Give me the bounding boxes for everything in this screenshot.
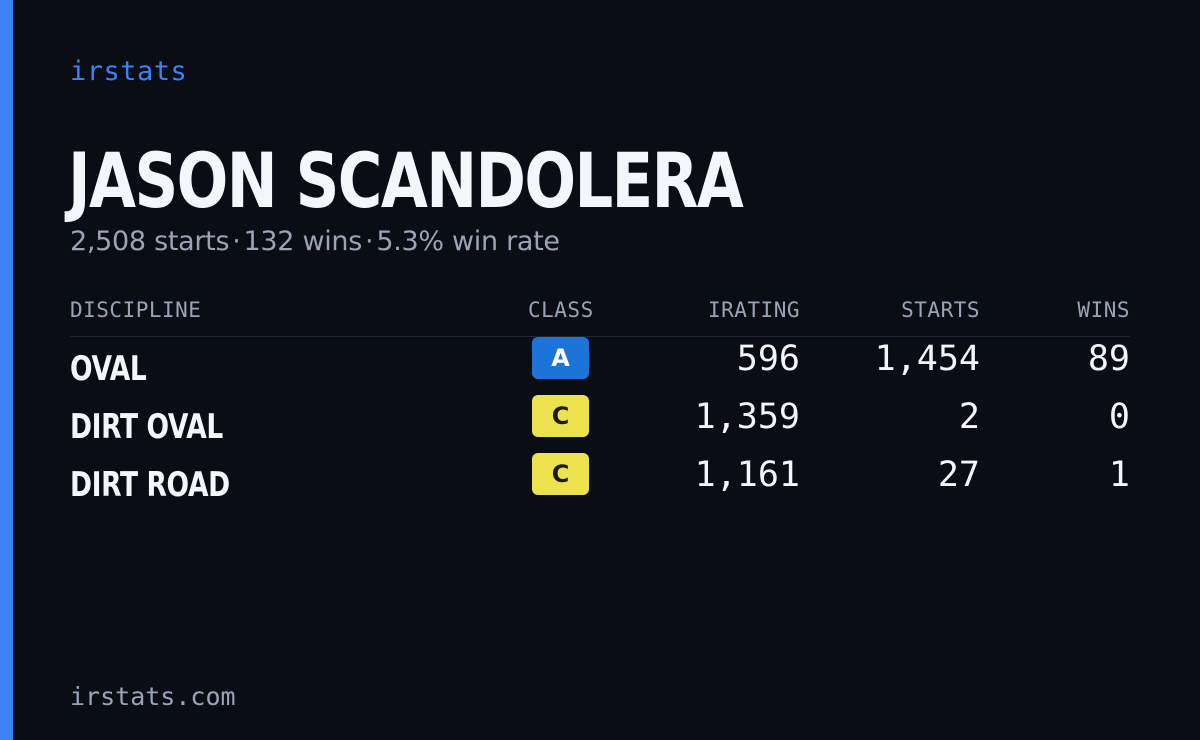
footer-url: irstats.com bbox=[70, 682, 236, 711]
header-class: CLASS bbox=[528, 298, 594, 322]
accent-bar bbox=[0, 0, 13, 740]
brand-logo-text: irstats bbox=[70, 56, 188, 87]
player-name: JASON SCANDOLERA bbox=[68, 136, 744, 225]
irating-value: 596 bbox=[736, 339, 800, 379]
table-row: OVAL A 596 1,454 89 bbox=[70, 337, 1130, 395]
summary-separator: · bbox=[232, 226, 241, 257]
summary-separator: · bbox=[365, 226, 374, 257]
license-class-badge: A bbox=[532, 337, 589, 379]
license-class-badge: C bbox=[532, 453, 589, 495]
irating-value: 1,161 bbox=[694, 455, 800, 495]
license-class-badge: C bbox=[532, 395, 589, 437]
starts-value: 2 bbox=[958, 397, 980, 437]
table-row: DIRT ROAD C 1,161 27 1 bbox=[70, 453, 1130, 511]
starts-value: 1,454 bbox=[874, 339, 980, 379]
header-wins: WINS bbox=[1077, 298, 1130, 322]
discipline-name: OVAL bbox=[70, 349, 147, 389]
table-row: DIRT OVAL C 1,359 2 0 bbox=[70, 395, 1130, 453]
header-starts: STARTS bbox=[901, 298, 980, 322]
starts-value: 27 bbox=[937, 455, 980, 495]
summary-win-rate: 5.3% win rate bbox=[376, 226, 560, 257]
header-discipline: DISCIPLINE bbox=[70, 298, 202, 322]
summary-wins: 132 wins bbox=[243, 226, 363, 257]
wins-value: 1 bbox=[1108, 455, 1130, 495]
discipline-stats-table: DISCIPLINE CLASS IRATING STARTS WINS OVA… bbox=[70, 296, 1130, 511]
discipline-name: DIRT OVAL bbox=[70, 407, 223, 447]
wins-value: 0 bbox=[1108, 397, 1130, 437]
discipline-name: DIRT ROAD bbox=[70, 465, 230, 505]
header-irating: IRATING bbox=[707, 298, 800, 322]
career-summary: 2,508 starts · 132 wins · 5.3% win rate bbox=[70, 226, 560, 257]
table-header: DISCIPLINE CLASS IRATING STARTS WINS bbox=[70, 296, 1130, 337]
irating-value: 1,359 bbox=[694, 397, 800, 437]
wins-value: 89 bbox=[1087, 339, 1130, 379]
summary-starts: 2,508 starts bbox=[70, 226, 230, 257]
